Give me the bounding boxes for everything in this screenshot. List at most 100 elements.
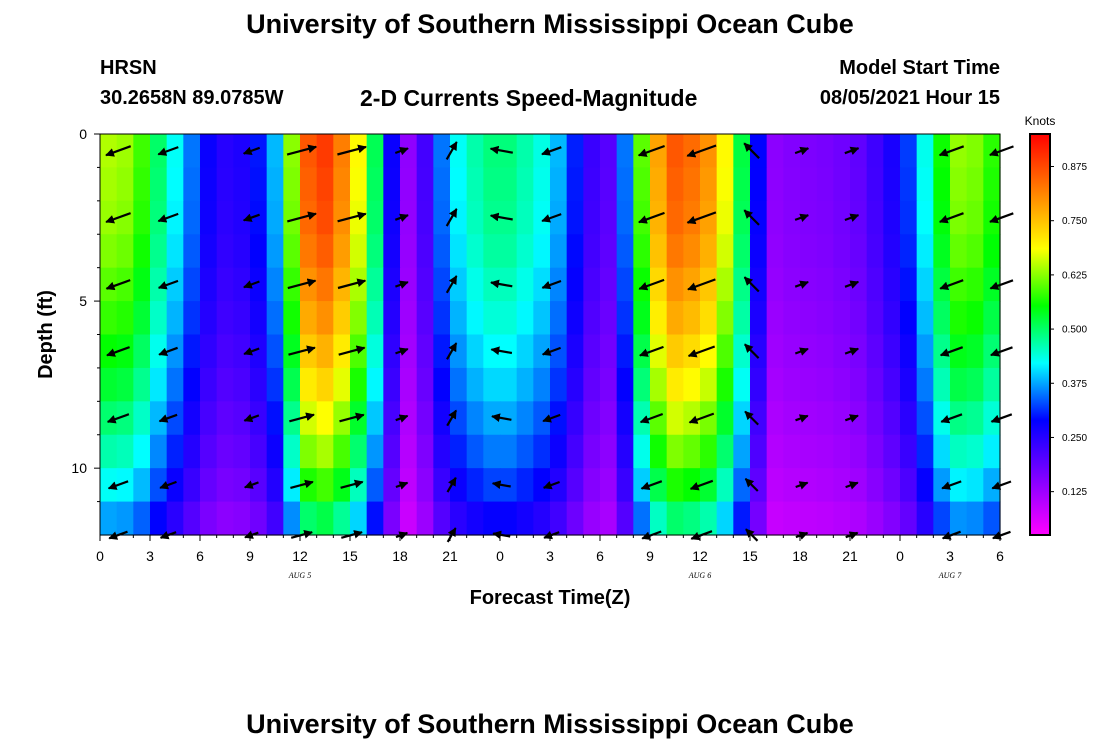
heatmap-cell [783, 200, 801, 235]
heatmap-cell [166, 434, 184, 469]
heatmap-cell [400, 367, 418, 402]
heatmap-cell [850, 167, 868, 202]
heatmap-cell [750, 401, 768, 436]
current-vector-arrow [990, 413, 1013, 424]
current-vector-arrow [938, 212, 964, 224]
heatmap-cell [916, 234, 934, 269]
heatmap-cell [666, 267, 684, 302]
page-title: University of Southern Mississippi Ocean… [246, 9, 854, 39]
heatmap-cell [583, 334, 601, 369]
heatmap-cell [650, 501, 668, 536]
current-vector-arrow [744, 410, 759, 426]
current-vector-arrow [637, 144, 665, 157]
heatmap-cell [300, 167, 318, 202]
heatmap-cell [233, 234, 251, 269]
current-vector-arrow [845, 481, 859, 490]
heatmap-cell [733, 234, 751, 269]
heatmap-cell [566, 134, 584, 169]
heatmap-cell [433, 301, 451, 336]
heatmap-cell [583, 401, 601, 436]
heatmap-cell [216, 167, 234, 202]
heatmap-cell [250, 367, 268, 402]
heatmap-cell [450, 167, 468, 202]
heatmap-cell [283, 167, 301, 202]
heatmap-cell [700, 468, 718, 503]
heatmap-cell [916, 134, 934, 169]
heatmap-cell [333, 501, 351, 536]
heatmap-cell [450, 501, 468, 536]
heatmap-cell [366, 434, 384, 469]
heatmap-cell [233, 468, 251, 503]
current-vector-arrow [288, 345, 316, 356]
heatmap-cell [566, 434, 584, 469]
heatmap-cell [916, 200, 934, 235]
heatmap-cell [600, 434, 618, 469]
heatmap-cell [950, 267, 968, 302]
heatmap-cell [600, 234, 618, 269]
heatmap-cell [716, 401, 734, 436]
heatmap-cell [616, 167, 634, 202]
heatmap-cell [583, 234, 601, 269]
current-vector-arrow [340, 479, 364, 489]
heatmap-cell [266, 468, 284, 503]
heatmap-cell [900, 401, 918, 436]
heatmap-cell [866, 267, 884, 302]
model-start-label: Model Start Time [839, 57, 1000, 79]
heatmap-cell [600, 267, 618, 302]
heatmap-cell [550, 367, 568, 402]
current-vector-arrow [105, 279, 131, 291]
heatmap-cell [466, 200, 484, 235]
heatmap-cell [666, 301, 684, 336]
heatmap-cell [583, 267, 601, 302]
heatmap-cell [400, 468, 418, 503]
heatmap-cell [700, 134, 718, 169]
heatmap-cell [183, 134, 201, 169]
heatmap-cell [516, 234, 534, 269]
heatmap-cell [116, 434, 134, 469]
heatmap-cell [266, 200, 284, 235]
heatmap-cell [200, 501, 218, 536]
heatmap-cell [400, 301, 418, 336]
heatmap-cell [616, 301, 634, 336]
heatmap-cell [500, 367, 518, 402]
heatmap-cell [750, 434, 768, 469]
heatmap-cell [133, 501, 151, 536]
heatmap-cell [733, 334, 751, 369]
heatmap-cell [216, 501, 234, 536]
heatmap-cell [166, 301, 184, 336]
heatmap-cell [800, 468, 818, 503]
heatmap-cell [250, 301, 268, 336]
heatmap-cell [716, 267, 734, 302]
heatmap-cell [200, 401, 218, 436]
x-tick-label: 6 [596, 548, 604, 564]
heatmap-cell [183, 434, 201, 469]
current-vector-arrow [286, 144, 318, 156]
heatmap-cell [550, 468, 568, 503]
colorbar-tick-label: 0.375 [1062, 379, 1087, 390]
heatmap-cell [216, 468, 234, 503]
heatmap-cell [400, 501, 418, 536]
current-vector-arrow [337, 278, 367, 290]
heatmap-cell [650, 267, 668, 302]
y-axis-title: Depth (ft) [35, 290, 57, 379]
heatmap-cell [316, 234, 334, 269]
heatmap-cell [783, 134, 801, 169]
heatmap-cell [116, 234, 134, 269]
heatmap-cell [250, 334, 268, 369]
heatmap-cell [116, 134, 134, 169]
colorbar-tick-label: 0.750 [1062, 216, 1087, 227]
heatmap-cell [116, 468, 134, 503]
heatmap-cell [516, 167, 534, 202]
heatmap-cell [650, 401, 668, 436]
heatmap-cell [566, 367, 584, 402]
heatmap-cell [233, 334, 251, 369]
heatmap-cell [916, 468, 934, 503]
x-tick-label: 18 [392, 548, 408, 564]
current-vector-arrow [794, 280, 809, 289]
heatmap-cell [150, 468, 168, 503]
footer-title: University of Southern Mississippi Ocean… [246, 709, 854, 739]
heatmap-cell [383, 301, 401, 336]
y-tick-label: 10 [71, 460, 87, 476]
heatmap-cell [433, 468, 451, 503]
heatmap-cell [200, 468, 218, 503]
